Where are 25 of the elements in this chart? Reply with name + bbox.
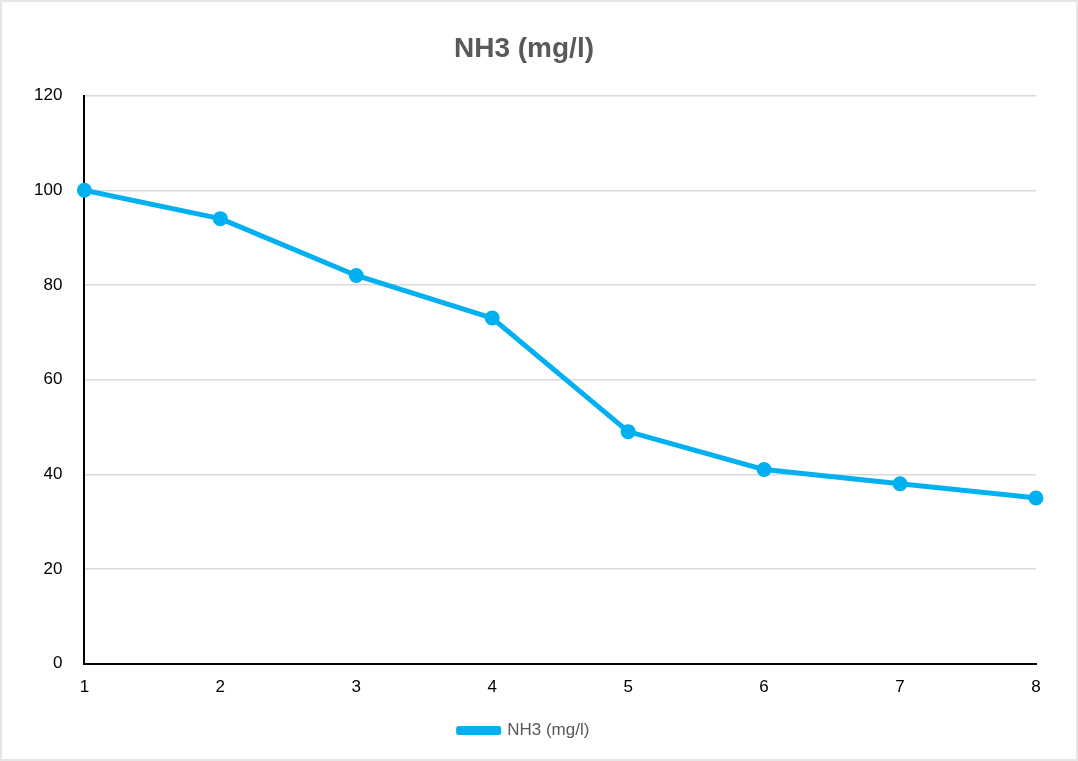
x-tick-label: 3 bbox=[351, 677, 361, 697]
x-tick-label: 4 bbox=[487, 677, 497, 697]
point bbox=[76, 182, 92, 198]
point bbox=[620, 424, 636, 440]
y-tick-label: 60 bbox=[43, 369, 63, 389]
x-tick-label: 5 bbox=[623, 677, 633, 697]
x-tick-label: 6 bbox=[759, 677, 769, 697]
y-tick-label: 100 bbox=[33, 179, 63, 199]
point bbox=[1028, 490, 1044, 506]
x-tick-label: 7 bbox=[895, 677, 905, 697]
x-tick-label: 8 bbox=[1031, 677, 1041, 697]
point bbox=[892, 476, 908, 492]
y-tick-label: 120 bbox=[33, 85, 63, 105]
y-tick-label: 40 bbox=[43, 463, 63, 483]
x-tick-label: 2 bbox=[215, 677, 226, 697]
point bbox=[348, 267, 364, 283]
point bbox=[756, 462, 772, 478]
legend-label: NH3 (mg/l) bbox=[507, 720, 590, 740]
y-tick-label: 20 bbox=[43, 558, 63, 578]
chart-title: NH3 (mg/l) bbox=[454, 31, 594, 63]
point bbox=[212, 211, 228, 227]
x-tick-label: 1 bbox=[79, 677, 90, 697]
y-tick-label: 80 bbox=[43, 274, 63, 294]
y-tick-label: 0 bbox=[52, 653, 63, 673]
point bbox=[484, 310, 500, 326]
